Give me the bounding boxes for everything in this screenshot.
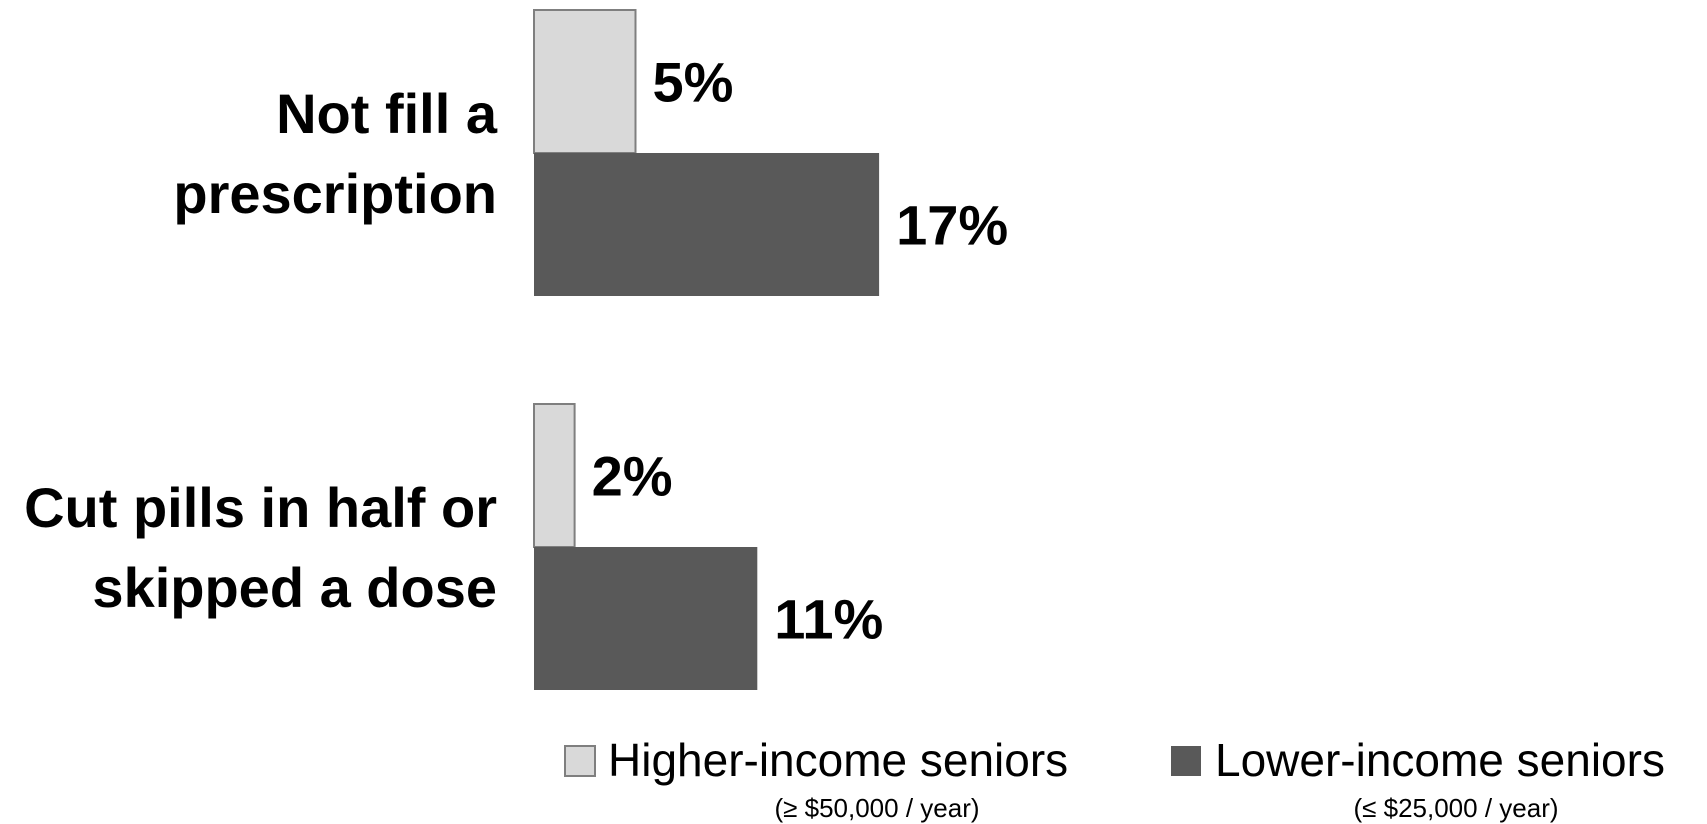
bar-higher-income-1 [533,403,576,548]
value-label-lower-0: 17% [896,194,1008,257]
labels-layer: 5% 17% Not fill a prescription 2% 11% Cut pill… [24,51,1008,651]
bar-lower-income-1 [534,547,758,690]
legend-label-1: Lower-income seniors [1215,734,1665,786]
category-label-1-line-0: Cut pills in half or [24,476,497,539]
category-label-0-line-0: Not fill a [276,82,498,145]
legend: Higher-income seniors (≥ $50,000 / year) L… [564,734,1665,823]
bar-lower-income-0 [534,153,880,296]
legend-label-0: Higher-income seniors [608,734,1068,786]
bar-higher-income-0 [533,9,637,154]
value-label-lower-1: 11% [774,588,883,651]
legend-subtitle-0: (≥ $50,000 / year) [774,793,979,823]
category-label-0-line-1: prescription [173,162,497,225]
category-label-1-line-1: skipped a dose [92,556,497,619]
value-label-higher-1: 2% [592,445,673,508]
value-label-higher-0: 5% [653,51,734,114]
legend-swatch-1 [1171,746,1201,776]
legend-swatch-0 [564,745,596,777]
bars-layer [533,9,880,690]
legend-subtitle-1: (≤ $25,000 / year) [1353,793,1558,823]
